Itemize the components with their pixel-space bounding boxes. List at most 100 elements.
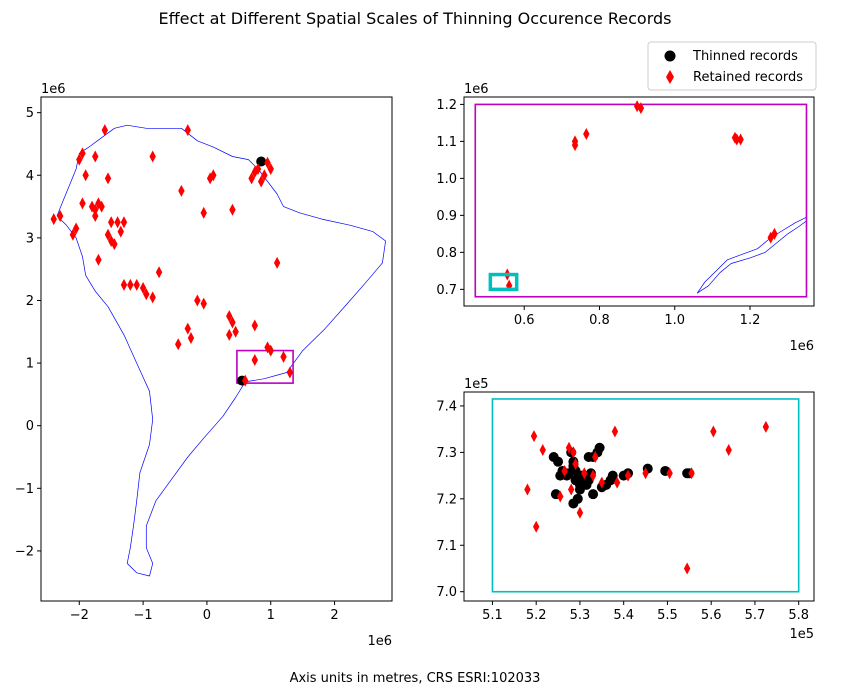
retained-record-point xyxy=(248,172,255,185)
axes-frame xyxy=(463,96,815,307)
y-tick-label: 7.4 xyxy=(436,399,457,414)
retained-record-point xyxy=(56,209,64,222)
retained-record-point xyxy=(733,133,741,146)
retained-record-point xyxy=(120,278,128,291)
legend-frame xyxy=(647,41,817,91)
panel-plot-area xyxy=(491,398,800,593)
retained-record-point xyxy=(200,297,207,310)
y-tick-label: 0.8 xyxy=(436,246,457,261)
retained-record-point xyxy=(139,281,147,294)
retained-record-point xyxy=(155,266,163,279)
retained-record-point xyxy=(95,253,102,266)
retained-record-point xyxy=(530,430,538,443)
x-tick-label: 0.8 xyxy=(589,313,610,328)
x-tick-label: 5.7 xyxy=(745,608,766,623)
thinned-record-point xyxy=(594,442,605,453)
retained-record-point xyxy=(111,238,118,251)
retained-record-point xyxy=(267,344,274,357)
x-scale-label: 1e6 xyxy=(367,634,392,649)
y-scale-label: 1e6 xyxy=(464,82,489,97)
y-scale-label: 1e6 xyxy=(41,82,66,97)
retained-record-point xyxy=(82,169,89,182)
thinned-record-point xyxy=(256,156,267,167)
panel-plot-area xyxy=(50,124,386,577)
figure-footer: Axis units in metres, CRS ESRI:102033 xyxy=(290,671,541,686)
y-tick-label: −1 xyxy=(15,482,34,497)
retained-record-point xyxy=(737,133,744,146)
retained-record-point xyxy=(178,184,185,197)
axes-frame xyxy=(40,96,393,602)
retained-record-point xyxy=(637,102,645,115)
x-tick-label: 5.3 xyxy=(570,608,591,623)
retained-record-point xyxy=(242,374,249,387)
y-tick-label: 0.7 xyxy=(436,283,457,298)
panel-plot-area xyxy=(474,100,808,298)
y-tick-label: 7.1 xyxy=(436,539,457,554)
retained-record-point xyxy=(104,172,112,185)
retained-record-point xyxy=(226,328,233,341)
extent-box xyxy=(474,103,808,298)
retained-record-point xyxy=(267,163,274,175)
retained-record-point xyxy=(117,225,124,238)
retained-record-point xyxy=(79,197,86,210)
retained-record-point xyxy=(561,464,568,477)
x-tick-label: 5.6 xyxy=(701,608,722,623)
retained-record-point xyxy=(710,425,717,438)
retained-record-point xyxy=(88,200,96,213)
x-tick-label: 0 xyxy=(203,608,211,623)
retained-record-point xyxy=(127,278,134,291)
y-tick-label: 1.2 xyxy=(436,98,457,113)
retained-record-point xyxy=(104,228,112,241)
retained-record-point xyxy=(571,139,579,152)
retained-record-point xyxy=(92,209,99,222)
y-tick-label: 0 xyxy=(26,419,34,434)
y-tick-label: −2 xyxy=(15,544,34,559)
x-tick-label: 5.4 xyxy=(613,608,634,623)
retained-record-point xyxy=(688,467,695,480)
x-tick-label: 1 xyxy=(267,608,275,623)
y-scale-label: 1e5 xyxy=(464,377,489,392)
retained-record-point xyxy=(261,169,268,182)
y-tick-label: 1.0 xyxy=(436,172,457,187)
retained-record-point xyxy=(229,203,236,216)
retained-record-point xyxy=(581,467,588,480)
retained-record-point xyxy=(624,469,632,482)
retained-record-point xyxy=(69,228,77,241)
thinned-record-point xyxy=(607,470,618,481)
retained-record-point xyxy=(273,256,281,269)
retained-record-point xyxy=(194,294,201,307)
retained-record-point xyxy=(762,420,770,433)
retained-record-point xyxy=(251,319,258,332)
x-scale-label: 1e5 xyxy=(789,627,814,642)
retained-record-point xyxy=(200,206,207,219)
retained-record-point xyxy=(184,124,191,137)
retained-record-point xyxy=(611,425,619,438)
retained-record-point xyxy=(175,338,182,351)
retained-record-point xyxy=(592,451,599,464)
x-tick-label: 0.6 xyxy=(514,313,535,328)
x-tick-label: 5.5 xyxy=(657,608,678,623)
retained-record-point xyxy=(79,147,86,160)
retained-record-point xyxy=(264,156,271,169)
coastline xyxy=(696,216,807,294)
retained-record-point xyxy=(589,469,597,482)
retained-record-point xyxy=(76,153,83,166)
retained-record-point xyxy=(524,483,531,496)
retained-record-point xyxy=(133,278,140,291)
retained-record-point xyxy=(532,520,540,533)
legend-marker-retained xyxy=(666,70,674,84)
y-tick-label: 1.1 xyxy=(436,135,457,150)
retained-record-point xyxy=(280,350,287,363)
retained-record-point xyxy=(114,216,121,229)
retained-record-point xyxy=(557,490,564,503)
retained-record-point xyxy=(257,175,265,188)
small-scale-map-panel: 5.1 5.2 5.3 5.4 5.5 5.6 5.7 5.8 7.0 7.1 7.2 7.3 7.4 1… xyxy=(436,377,815,642)
retained-record-point xyxy=(251,353,258,366)
retained-record-point xyxy=(143,288,150,301)
continent-map-panel: −2 −1 0 1 2 −2 −1 0 1 2 3 4 5 1e6 1e6 xyxy=(15,82,393,649)
x-scale-label: 1e6 xyxy=(789,339,814,354)
y-tick-label: 5 xyxy=(26,106,34,121)
retained-record-point xyxy=(583,127,590,140)
retained-record-point xyxy=(725,444,732,457)
